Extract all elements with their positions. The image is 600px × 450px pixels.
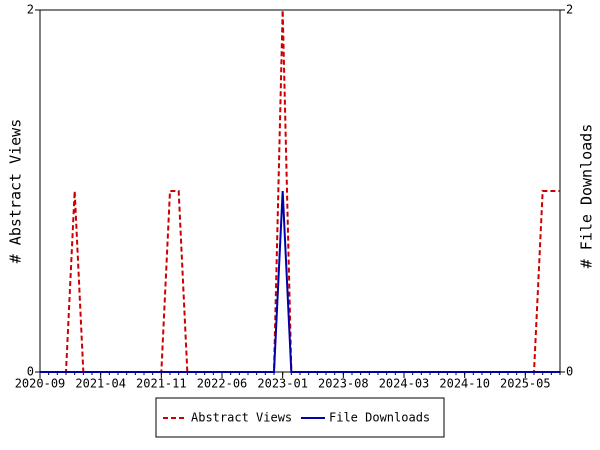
y2-axis-label: # File Downloads [578,124,596,269]
x-tick-label: 2021-04 [75,377,126,391]
x-tick-label: 2025-05 [500,377,551,391]
x-tick-label: 2023-08 [318,377,369,391]
series-line [40,190,560,373]
y2-tick-label: 2 [566,3,573,17]
x-tick-label: 2022-06 [197,377,248,391]
x-tick-label: 2021-11 [136,377,187,391]
legend-box [155,397,445,438]
legend-label: Abstract Views [191,411,292,425]
series-line [40,9,560,373]
y-tick-label: 0 [27,365,34,379]
x-tick-label: 2024-03 [379,377,430,391]
x-tick-label: 2024-10 [439,377,490,391]
x-tick-label: 2020-09 [15,377,66,391]
x-tick-label: 2023-01 [257,377,308,391]
plot-frame [39,9,561,373]
legend-label: File Downloads [329,411,430,425]
y-tick-label: 2 [27,3,34,17]
y-axis-label: # Abstract Views [7,119,25,264]
y2-tick-label: 0 [566,365,573,379]
